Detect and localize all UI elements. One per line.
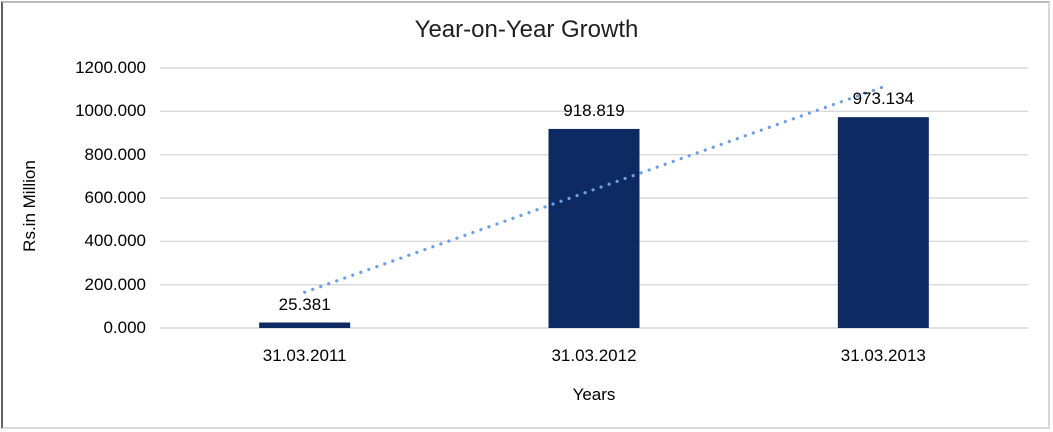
chart-title: Year-on-Year Growth — [414, 16, 639, 43]
x-tick-label: 31.03.2013 — [840, 346, 926, 365]
bar-31.03.2011 — [259, 322, 351, 328]
bar-value-label: 973.134 — [852, 89, 915, 109]
y-tick-label: 0.000 — [103, 318, 146, 337]
y-tick-label: 1200.000 — [75, 58, 146, 77]
x-tick-label: 31.03.2012 — [551, 346, 637, 365]
bar-31.03.2012 — [548, 128, 640, 328]
x-axis-title: Years — [572, 385, 616, 404]
y-tick-label: 1000.000 — [75, 101, 146, 121]
x-tick-label: 31.03.2011 — [262, 346, 347, 365]
y-tick-label: 400.000 — [84, 231, 146, 251]
y-tick-label: 800.000 — [84, 144, 146, 164]
linear-trendline — [303, 85, 885, 294]
bar-value-label: 918.819 — [563, 100, 625, 120]
bar-value-label: 25.381 — [278, 294, 331, 314]
y-tick-label: 600.000 — [84, 188, 146, 207]
y-tick-label: 200.000 — [84, 274, 146, 294]
bar-31.03.2013 — [837, 117, 929, 328]
